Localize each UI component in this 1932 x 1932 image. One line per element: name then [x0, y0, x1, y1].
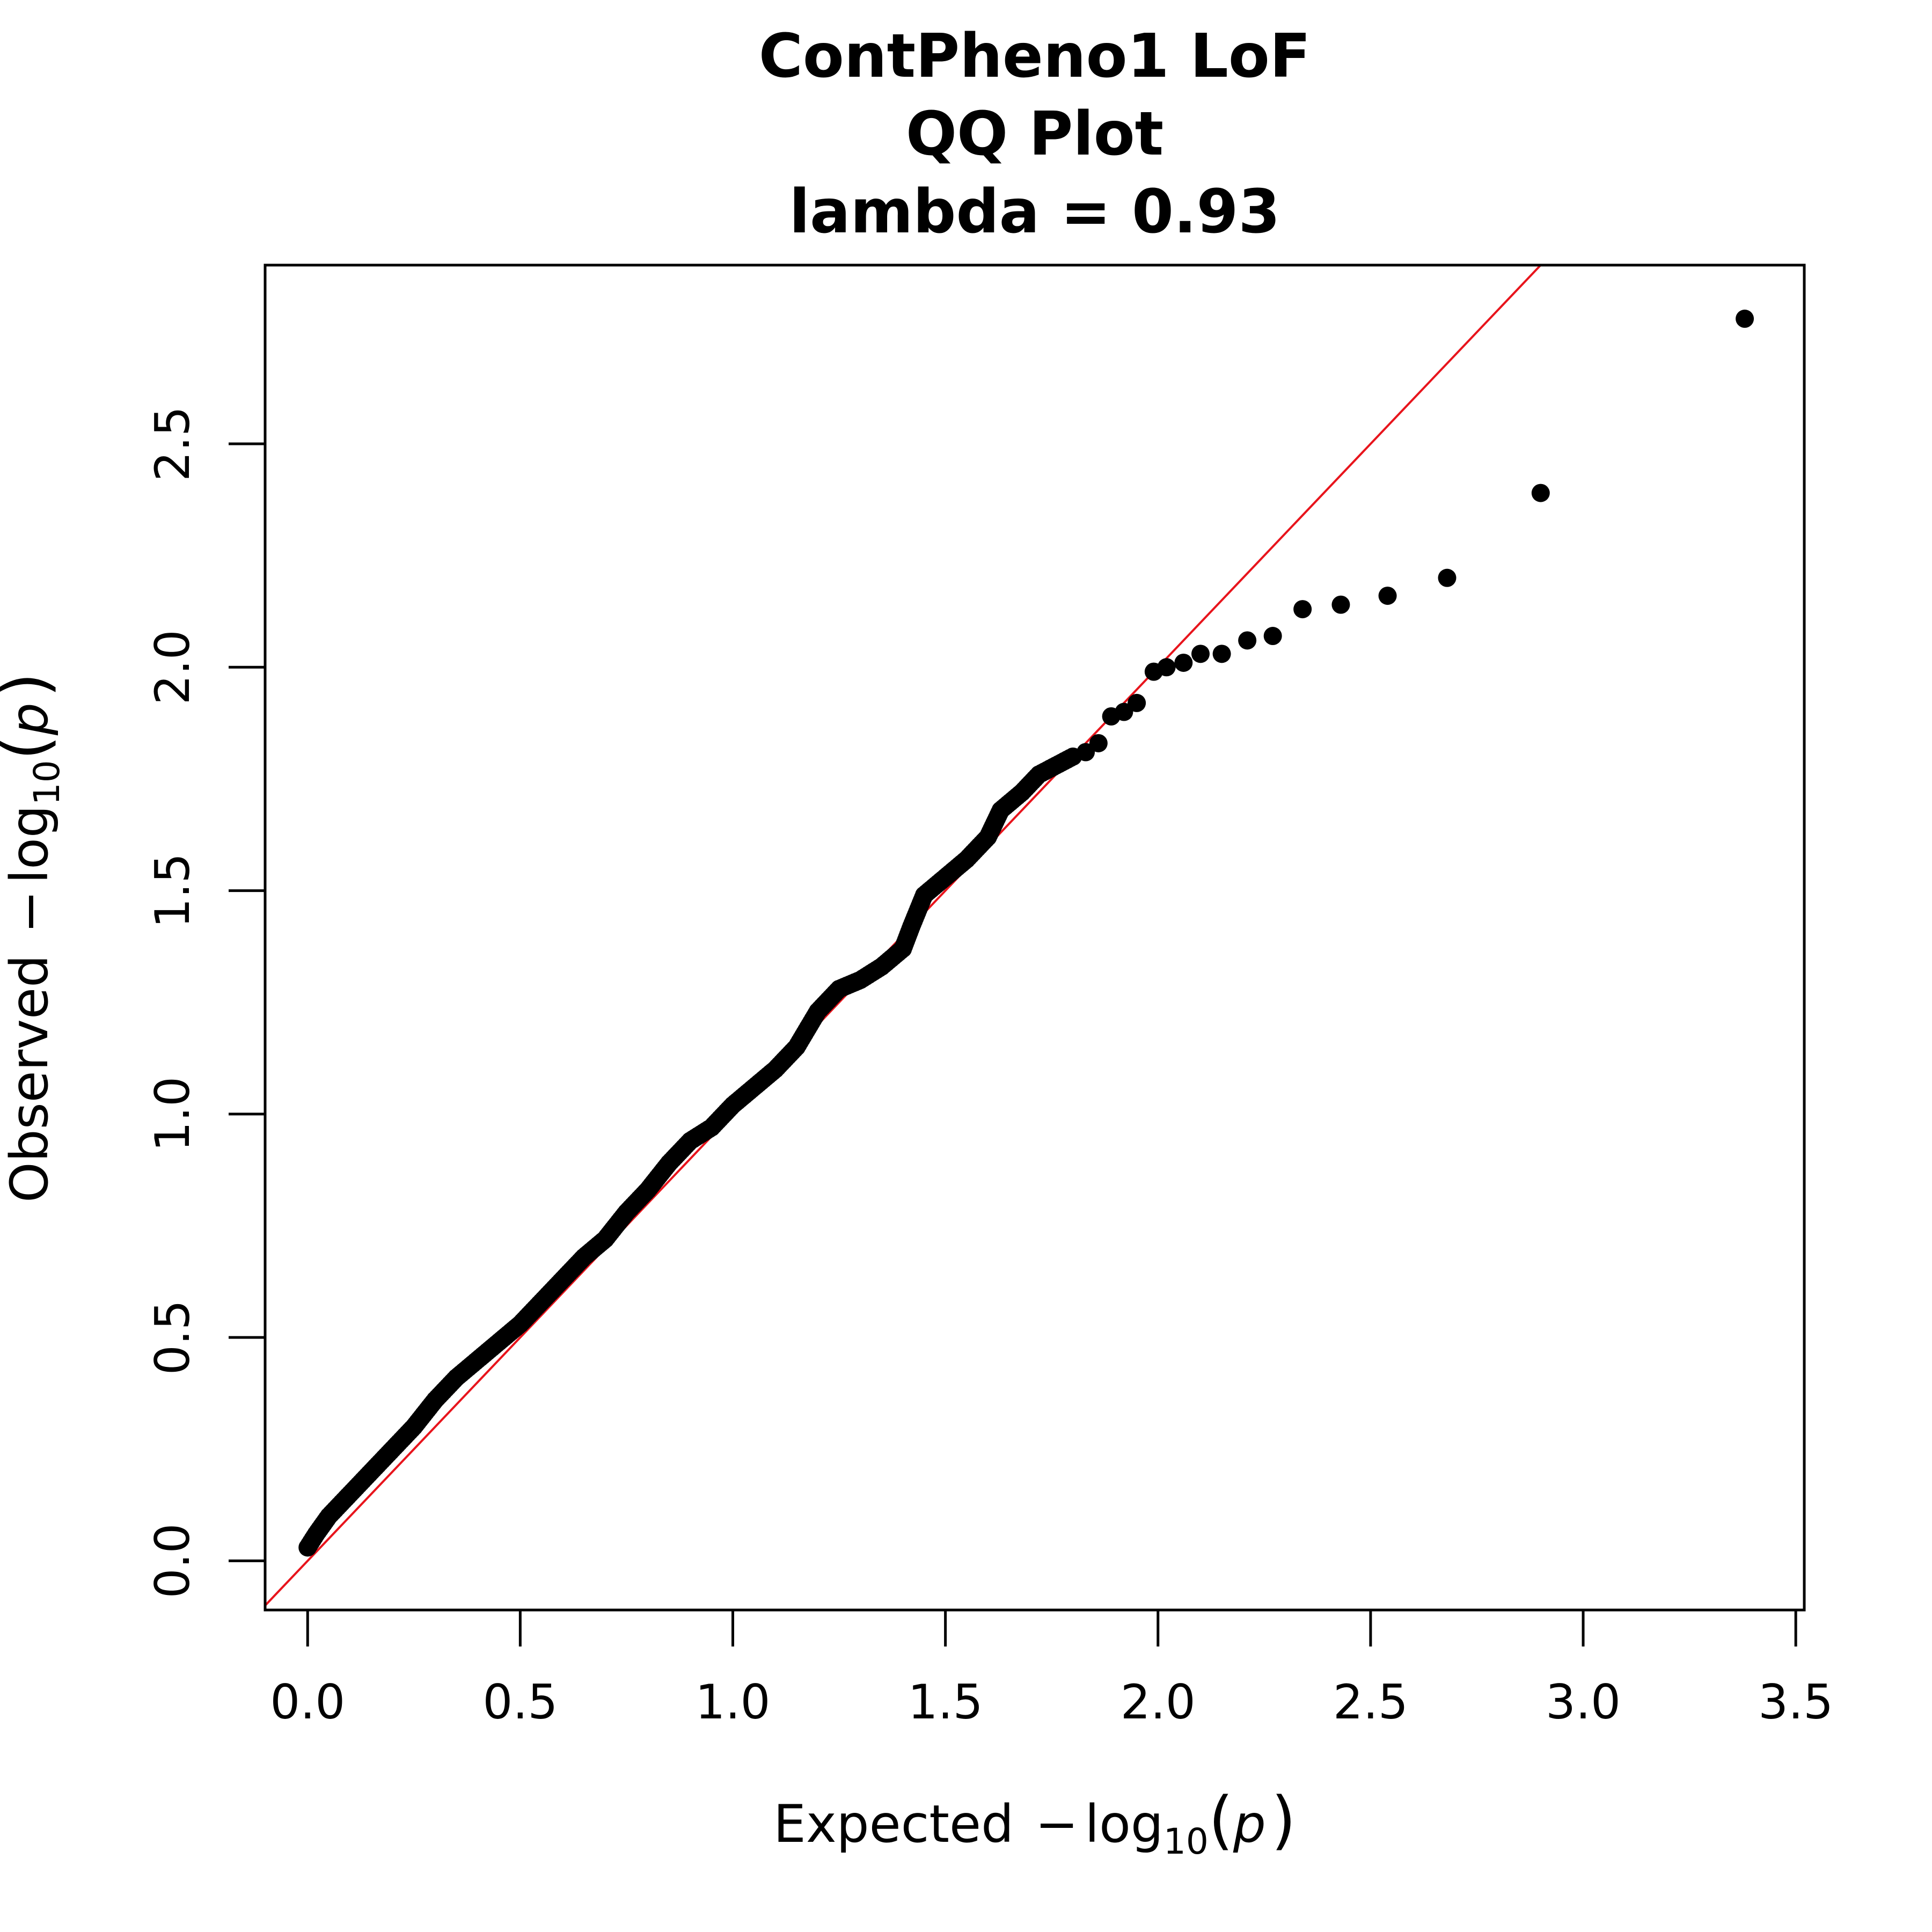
x-tick-label: 3.5	[1758, 1674, 1833, 1730]
y-tick-label: 0.5	[145, 1300, 200, 1375]
x-axis-label-open: (	[1209, 1783, 1233, 1857]
x-axis-label-sub: 10	[1163, 1821, 1209, 1862]
data-point	[1293, 600, 1312, 619]
y-axis-label-minus: −	[0, 890, 60, 933]
x-axis: 0.0 0.5 1.0 1.5 2.0 2.5 3.0 3.5	[270, 1608, 1833, 1730]
x-axis-label-minus: −	[1035, 1794, 1078, 1854]
data-point	[1128, 693, 1146, 712]
chart-title-line-1: ContPheno1 LoF	[759, 21, 1311, 91]
x-tick-label: 1.0	[696, 1674, 771, 1730]
y-axis-label: Observed − log10(p)	[0, 672, 68, 1203]
x-tick-label: 0.5	[482, 1674, 558, 1730]
y-axis-label-log: log	[0, 805, 60, 883]
x-axis-label-var: p	[1233, 1794, 1266, 1854]
data-point	[1212, 645, 1231, 663]
x-axis-label-log: log	[1085, 1794, 1163, 1854]
data-point	[1263, 627, 1282, 646]
x-tick-label: 0.0	[270, 1674, 345, 1730]
y-tick-label: 1.0	[145, 1077, 200, 1152]
plot-frame	[264, 264, 1806, 1612]
y-axis-label-open: (	[0, 735, 62, 760]
x-tick-label: 2.5	[1333, 1674, 1408, 1730]
y-axis: 0.0 0.5 1.0 1.5 2.0 2.5	[145, 406, 267, 1598]
reference-line-y-equals-x	[265, 265, 1542, 1607]
chart-title-line-2: QQ Plot	[906, 99, 1163, 169]
y-axis-label-var: p	[0, 702, 60, 736]
x-tick-label: 1.5	[908, 1674, 983, 1730]
y-tick-label: 2.5	[145, 406, 200, 481]
data-point	[1174, 653, 1193, 672]
data-point	[1331, 595, 1350, 614]
y-tick-label: 0.0	[145, 1523, 200, 1598]
data-point	[1438, 568, 1457, 587]
data-point	[1077, 743, 1095, 762]
y-axis-label-prefix: Observed	[0, 955, 60, 1203]
x-axis-label: Expected − log10(p)	[773, 1783, 1296, 1862]
y-axis-label-close: )	[0, 672, 62, 697]
x-tick-label: 3.0	[1546, 1674, 1621, 1730]
data-point	[1531, 484, 1550, 502]
data-point	[1115, 702, 1133, 721]
data-point	[1157, 658, 1176, 677]
y-axis-label-sub: 10	[26, 760, 68, 805]
y-tick-label: 2.0	[145, 630, 200, 705]
data-point	[1736, 309, 1754, 328]
data-points	[298, 309, 1754, 1557]
x-tick-label: 2.0	[1121, 1674, 1196, 1730]
y-tick-label: 1.5	[145, 853, 200, 928]
x-axis-label-close: )	[1271, 1783, 1296, 1857]
data-point	[1191, 645, 1210, 663]
data-point	[1378, 587, 1397, 605]
data-point	[1089, 734, 1108, 752]
chart-title-line-3: lambda = 0.93	[789, 177, 1280, 247]
x-axis-label-prefix: Expected	[773, 1794, 1014, 1854]
data-point	[1238, 631, 1257, 650]
